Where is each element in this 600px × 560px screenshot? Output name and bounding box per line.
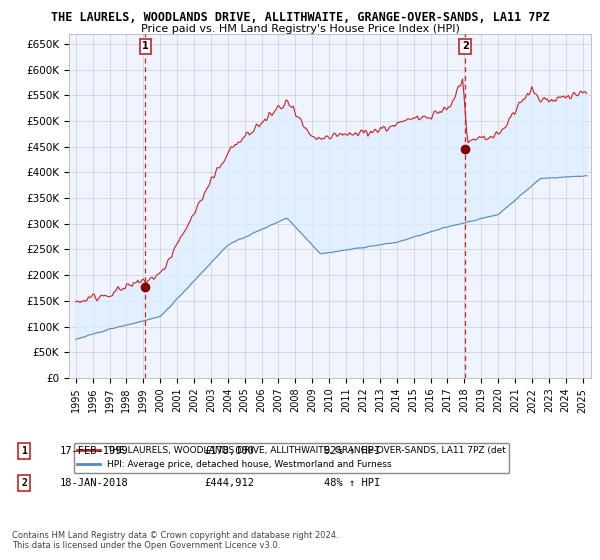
Text: 1: 1 [142,41,149,52]
Text: £444,912: £444,912 [204,478,254,488]
Text: £178,000: £178,000 [204,446,254,456]
Text: THE LAURELS, WOODLANDS DRIVE, ALLITHWAITE, GRANGE-OVER-SANDS, LA11 7PZ: THE LAURELS, WOODLANDS DRIVE, ALLITHWAIT… [50,11,550,24]
Legend: THE LAURELS, WOODLANDS DRIVE, ALLITHWAITE, GRANGE-OVER-SANDS, LA11 7PZ (det, HPI: THE LAURELS, WOODLANDS DRIVE, ALLITHWAIT… [74,443,509,473]
Text: 92% ↑ HPI: 92% ↑ HPI [324,446,380,456]
Text: 48% ↑ HPI: 48% ↑ HPI [324,478,380,488]
Text: 2: 2 [462,41,469,52]
Text: 17-FEB-1999: 17-FEB-1999 [60,446,129,456]
Text: Price paid vs. HM Land Registry's House Price Index (HPI): Price paid vs. HM Land Registry's House … [140,24,460,34]
Text: Contains HM Land Registry data © Crown copyright and database right 2024.
This d: Contains HM Land Registry data © Crown c… [12,530,338,550]
Text: 2: 2 [21,478,27,488]
Text: 18-JAN-2018: 18-JAN-2018 [60,478,129,488]
Text: 1: 1 [21,446,27,456]
